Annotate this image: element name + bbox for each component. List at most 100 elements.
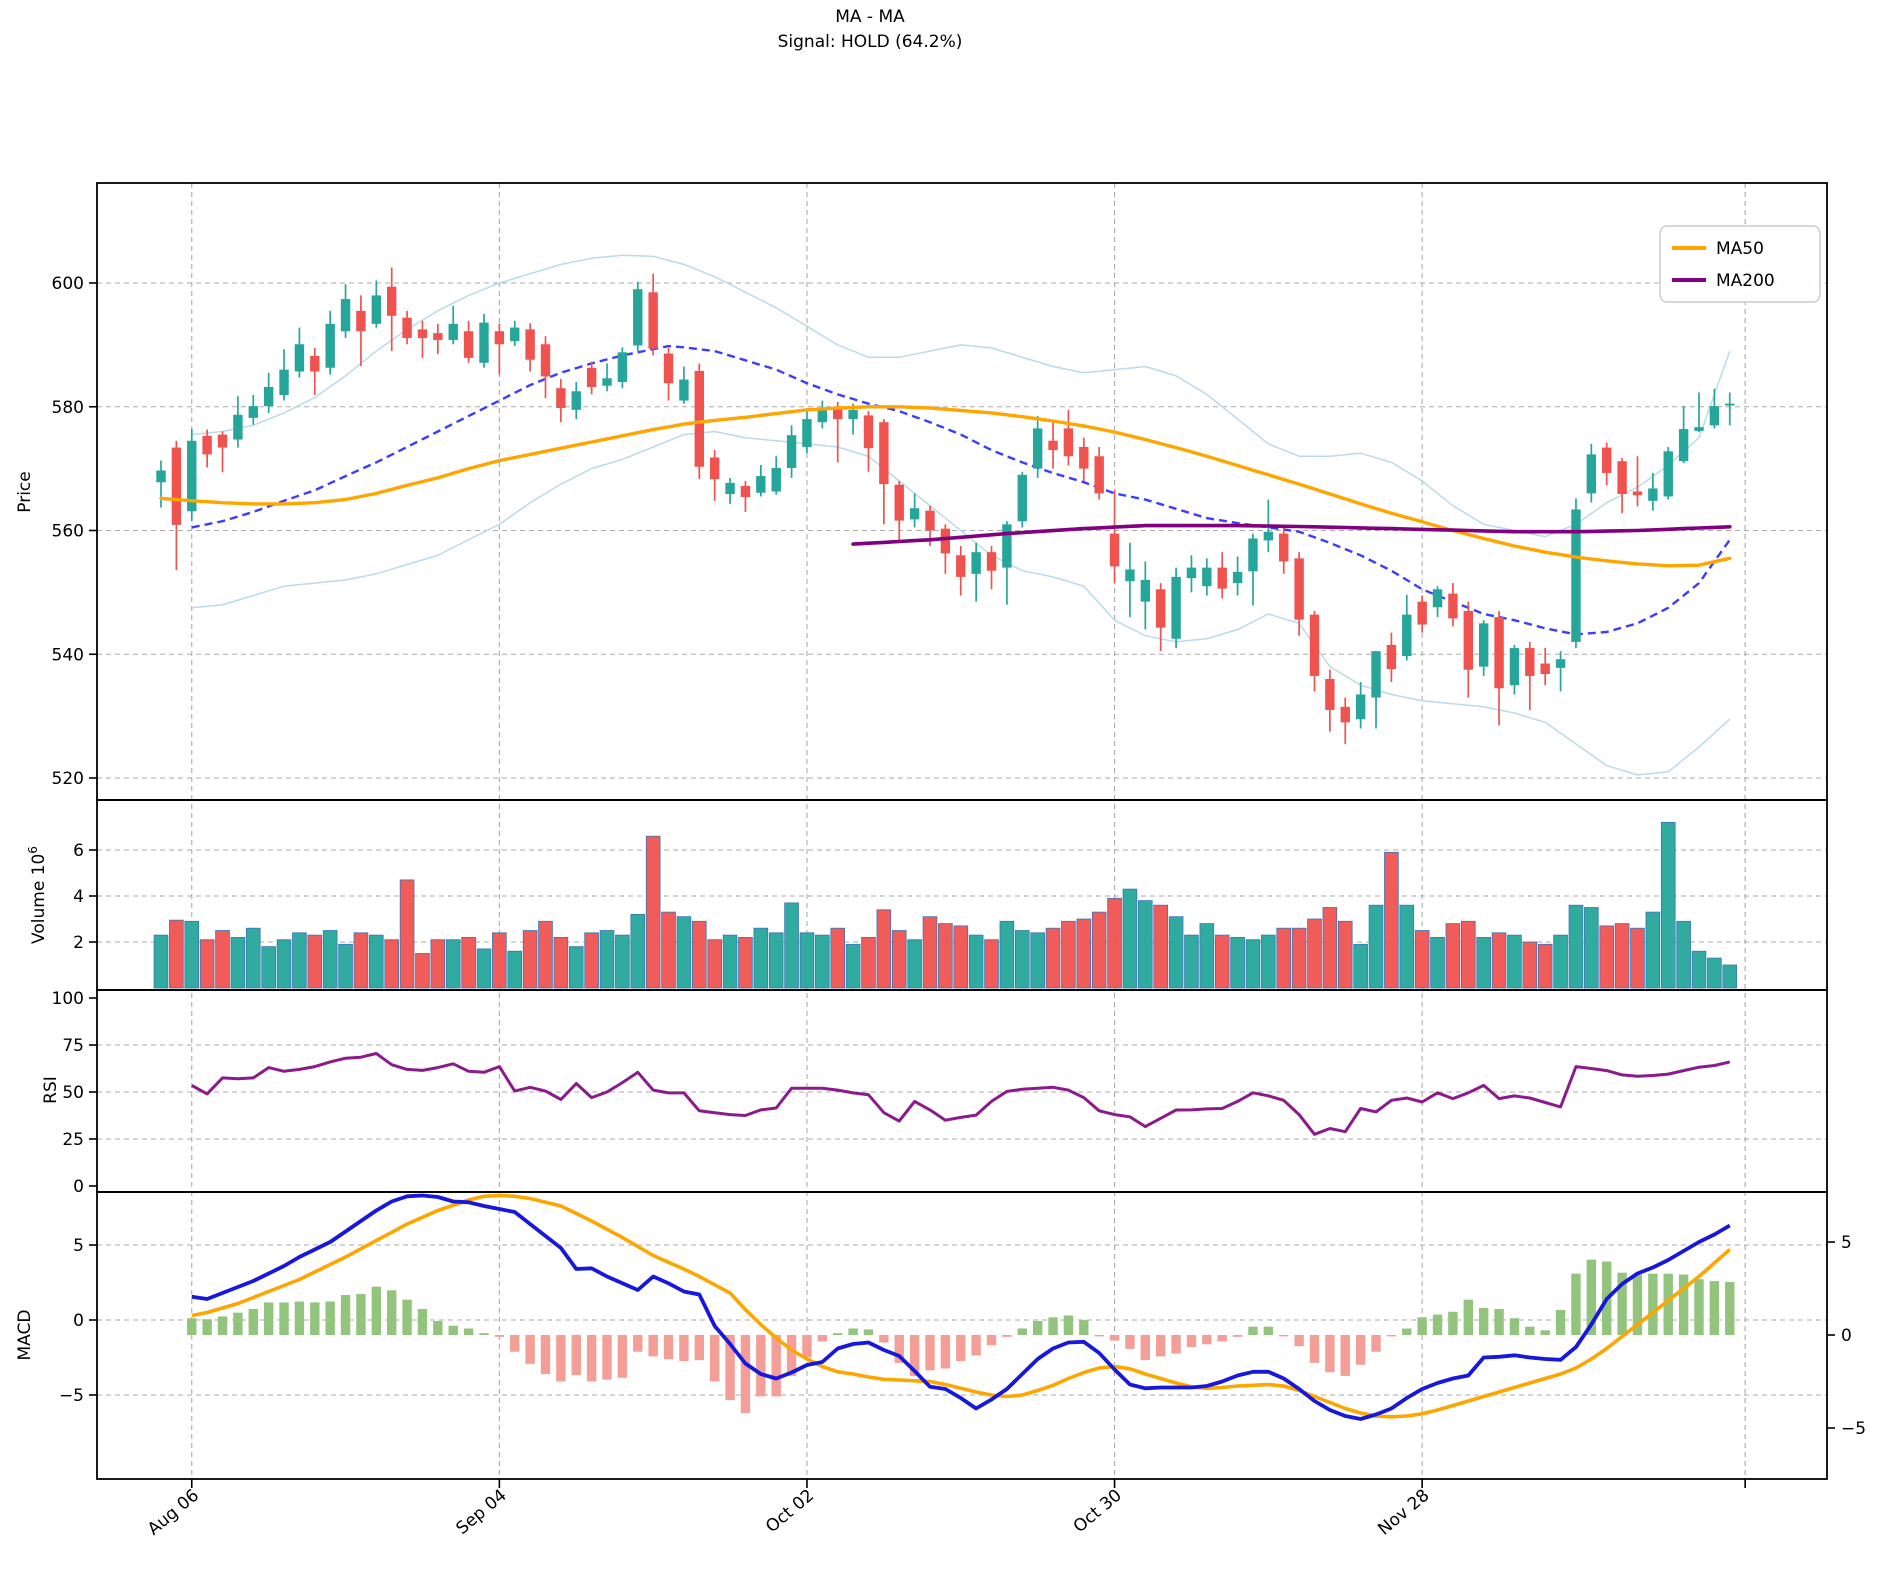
macd-hist-bar — [217, 1316, 228, 1335]
candle-body — [1279, 533, 1289, 562]
macd-hist-bar — [540, 1335, 551, 1375]
volume-bar — [1245, 939, 1261, 989]
volume-bar — [661, 911, 676, 989]
macd-hist-bar — [463, 1328, 474, 1335]
candle-body — [1063, 428, 1074, 457]
volume-bar — [938, 923, 953, 989]
volume-bar — [845, 943, 861, 989]
candle-body — [986, 552, 997, 571]
candle-body — [1156, 589, 1166, 628]
candle-body — [371, 295, 382, 324]
candle-body — [479, 322, 489, 363]
volume-bar — [984, 939, 999, 989]
rsi-tick-label: 100 — [52, 989, 84, 1009]
candle-body — [725, 482, 735, 494]
volume-bar — [476, 948, 492, 989]
candle-body — [817, 410, 828, 423]
macd-hist-bar — [263, 1302, 274, 1335]
macd-hist-bar — [1202, 1335, 1212, 1345]
macd-hist-bar — [448, 1325, 458, 1335]
macd-hist-bar — [802, 1335, 812, 1358]
macd-hist-bar — [956, 1335, 966, 1362]
chart-title: MA - MA — [835, 7, 905, 27]
candle-body — [1186, 567, 1197, 579]
macd-hist-bar — [940, 1335, 951, 1369]
macd-hist-bar — [417, 1308, 428, 1335]
macd-hist-bar — [1309, 1335, 1320, 1363]
volume-bar — [1199, 923, 1215, 989]
macd-hist-bar — [1632, 1274, 1643, 1335]
volume-bar — [338, 943, 353, 989]
candle-body — [1340, 706, 1350, 723]
volume-bar — [876, 909, 892, 989]
macd-hist-bar — [648, 1335, 658, 1357]
volume-bar — [1261, 934, 1276, 989]
macd-hist-bar — [756, 1335, 766, 1397]
macd-hist-bar — [1294, 1335, 1304, 1347]
macd-hist-bar — [1448, 1311, 1458, 1335]
candle-body — [1032, 428, 1043, 469]
volume-bar — [1537, 943, 1553, 989]
macd-hist-bar — [525, 1335, 535, 1364]
macd-hist-bar — [1032, 1321, 1043, 1335]
candle-body — [1448, 593, 1458, 619]
macd-hist-bar — [187, 1318, 197, 1335]
macd-hist-bar — [617, 1335, 628, 1378]
volume-bar — [1384, 851, 1399, 989]
macd-hist-bar — [909, 1335, 920, 1376]
macd-hist-bar — [663, 1335, 674, 1360]
macd-hist-bar — [1279, 1335, 1289, 1337]
volume-bar — [1353, 943, 1368, 989]
macd-hist-bar — [1386, 1335, 1397, 1337]
macd-hist-bar — [833, 1333, 843, 1335]
volume-tick-label: 6 — [73, 841, 84, 861]
macd-hist-bar — [1186, 1335, 1197, 1348]
x-axis-tick-label: Oct 02 — [762, 1486, 818, 1538]
rsi-tick-label: 75 — [62, 1036, 84, 1056]
volume-bar — [1414, 930, 1430, 989]
x-axis-tick-label: Sep 04 — [452, 1486, 510, 1539]
candle-body — [1555, 659, 1566, 668]
candle-body — [709, 457, 720, 480]
volume-bar — [1076, 918, 1092, 989]
candle-body — [325, 323, 335, 368]
macd-hist-bar — [894, 1335, 904, 1363]
macd-hist-bar — [356, 1294, 366, 1335]
candle-body — [1017, 474, 1027, 522]
volume-bar — [1568, 904, 1584, 989]
candle-body — [1248, 538, 1258, 572]
volume-bar — [430, 939, 446, 989]
title-group: MA - MA Signal: HOLD (64.2%) — [778, 7, 963, 52]
macd-hist-bar — [202, 1319, 212, 1335]
volume-bar — [169, 919, 184, 989]
candle-body — [971, 552, 981, 574]
candle-body — [463, 331, 474, 358]
candle-body — [1478, 623, 1489, 667]
candle-body — [848, 409, 858, 420]
candle-body — [740, 485, 751, 498]
candle-body — [279, 369, 289, 395]
volume-bar — [276, 939, 292, 989]
volume-bar — [1507, 934, 1522, 989]
candle-body — [1509, 648, 1520, 686]
macd-hist-bar — [279, 1302, 289, 1335]
volume-bar — [1214, 934, 1230, 989]
macd-hist-bar — [1463, 1299, 1473, 1335]
volume-bar — [599, 930, 615, 989]
macd-hist-bar — [571, 1335, 581, 1375]
macd-hist-bar — [310, 1302, 320, 1335]
macd-hist-bar — [1094, 1335, 1104, 1337]
volume-bar — [830, 927, 846, 989]
candle-body — [1494, 617, 1504, 689]
volume-bar — [1168, 916, 1184, 989]
volume-bar — [1014, 930, 1030, 989]
ma200-line — [851, 523, 1732, 546]
candle-body — [1402, 614, 1412, 657]
candle-body — [1109, 533, 1120, 567]
macd-left-tick-label: 5 — [73, 1236, 84, 1256]
macd-right-tick-label: −5 — [1841, 1419, 1866, 1439]
candle-body — [1571, 509, 1581, 642]
macd-hist-bar — [1540, 1330, 1550, 1335]
